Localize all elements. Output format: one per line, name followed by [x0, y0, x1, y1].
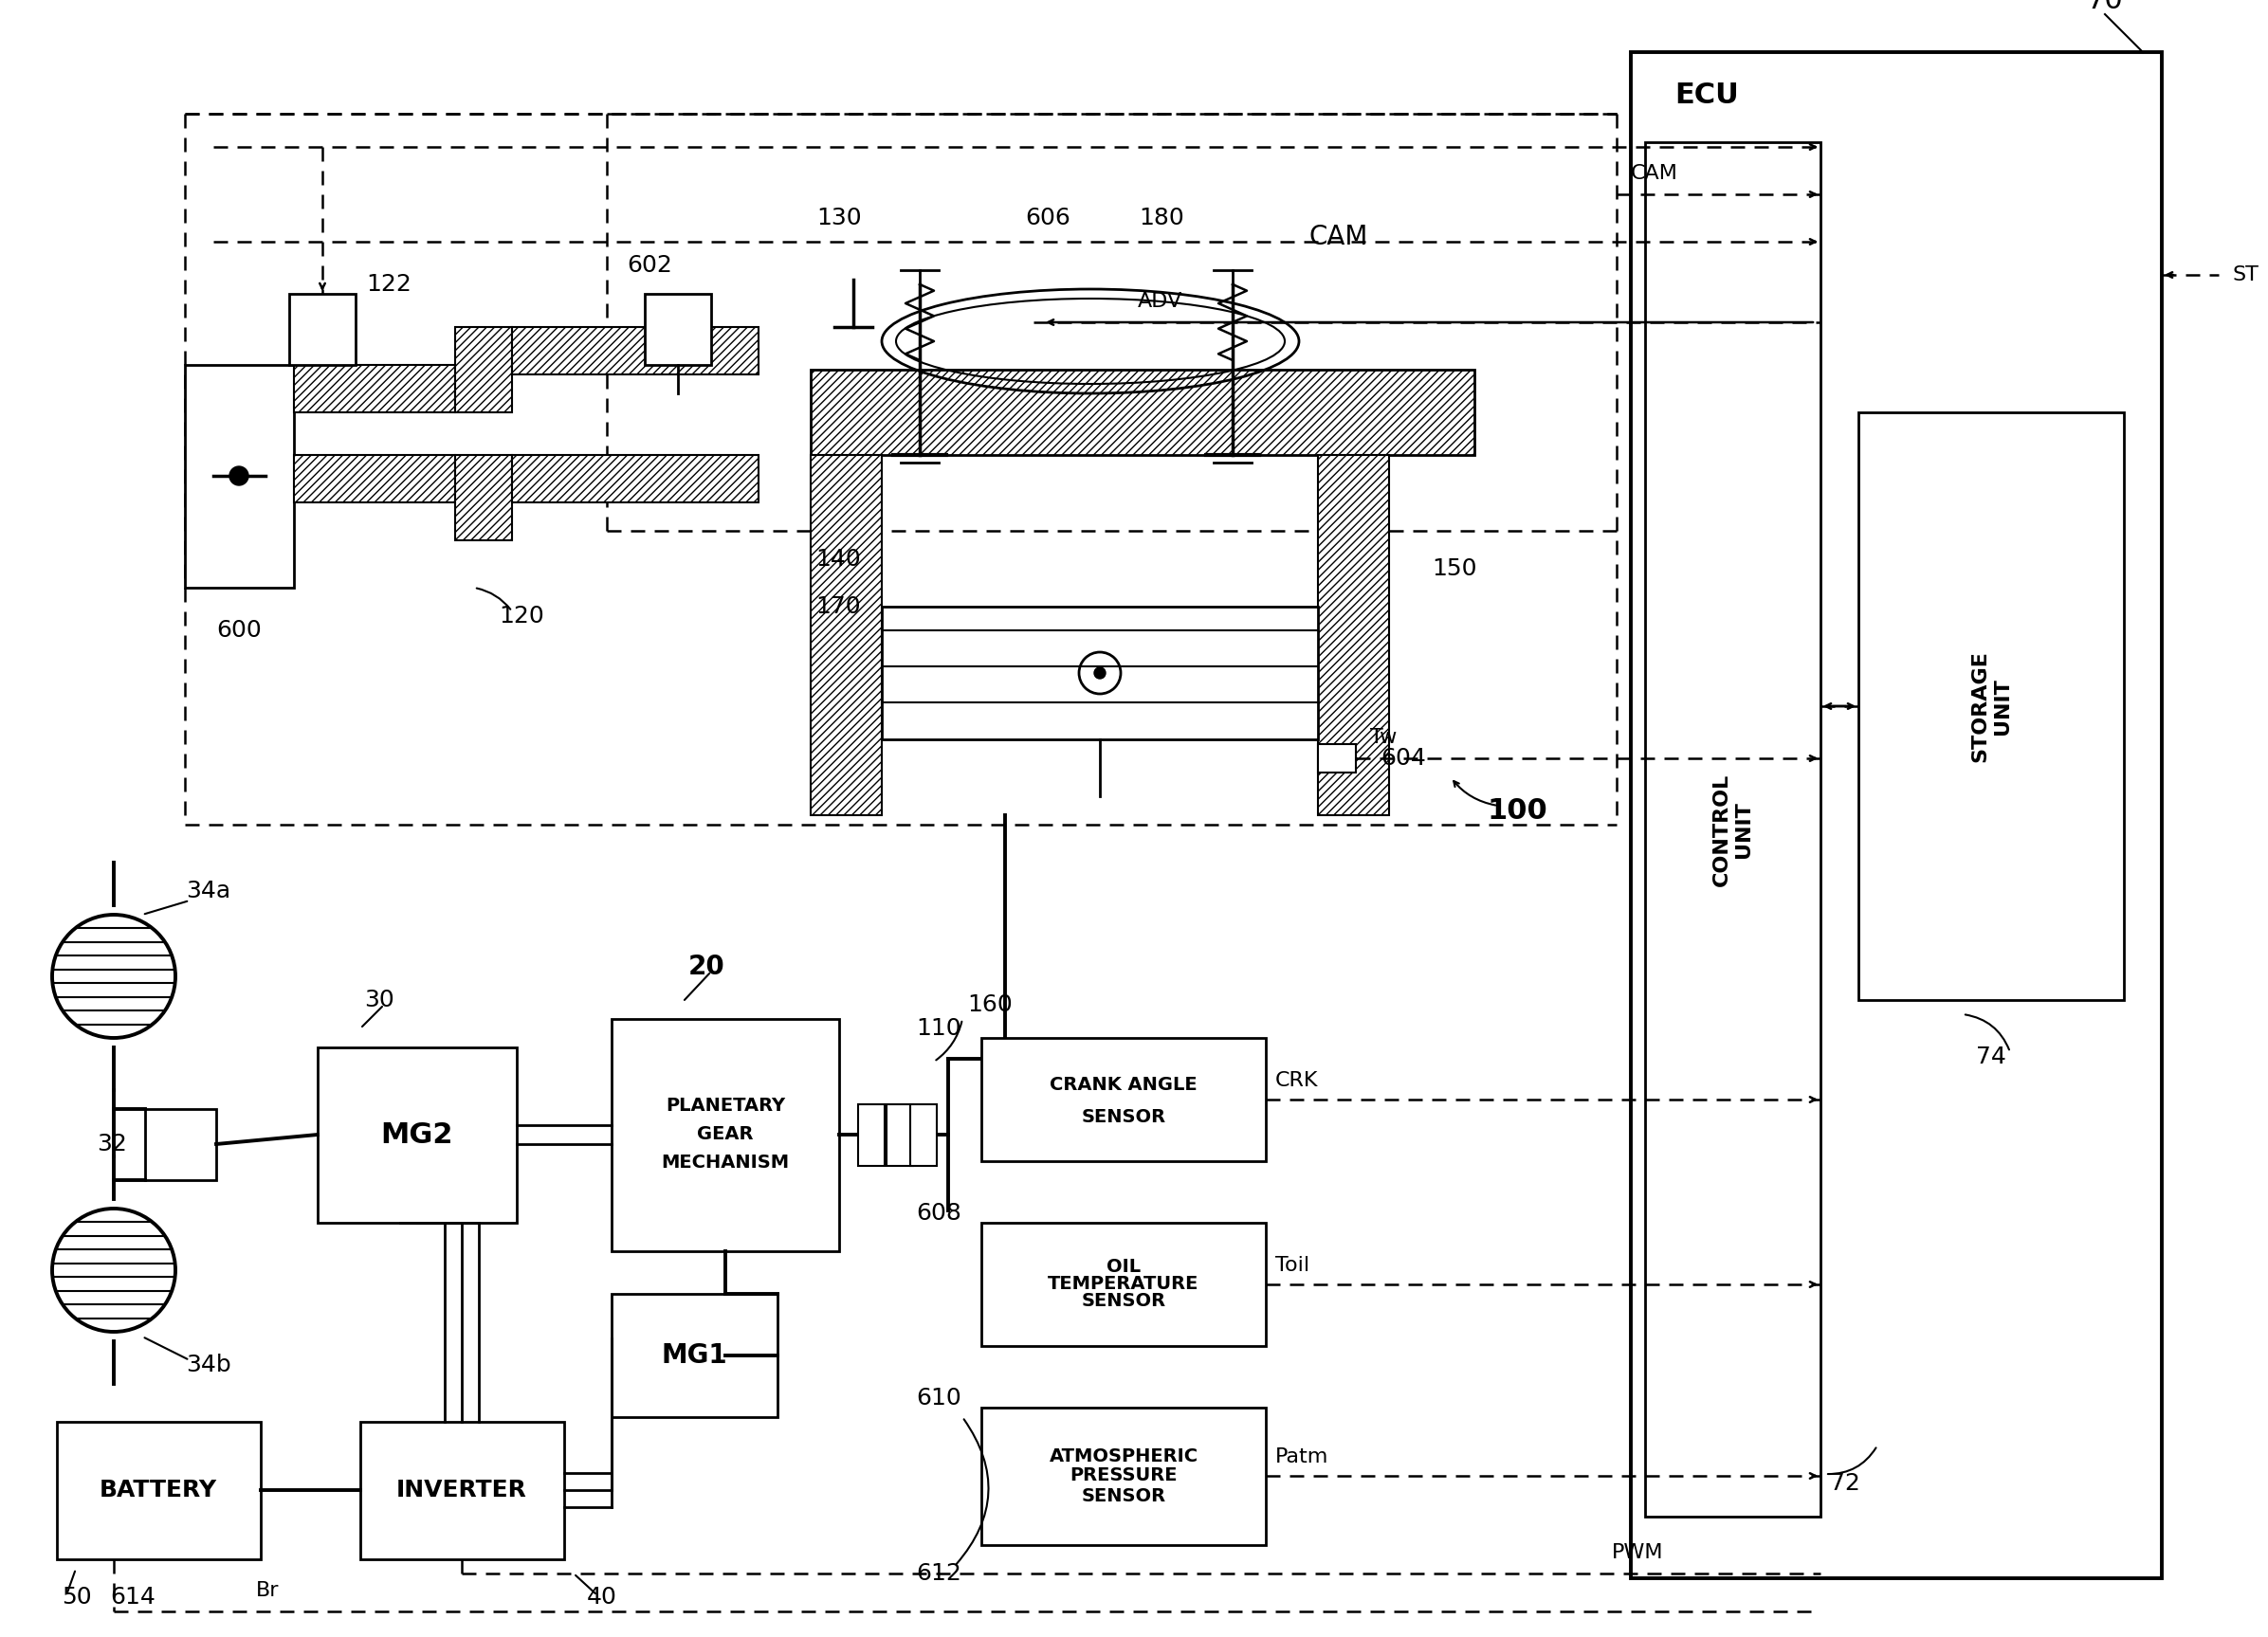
Text: PLANETARY: PLANETARY: [665, 1097, 785, 1115]
Bar: [810, 370, 1474, 455]
Text: MECHANISM: MECHANISM: [662, 1154, 789, 1172]
Bar: [1318, 745, 1356, 773]
Text: 40: 40: [587, 1586, 617, 1609]
Text: ADV: ADV: [1139, 291, 1182, 311]
Text: 140: 140: [816, 548, 860, 571]
Text: 32: 32: [98, 1133, 127, 1156]
Text: 100: 100: [1488, 797, 1547, 823]
Text: 170: 170: [816, 596, 860, 619]
Text: 606: 606: [1025, 206, 1070, 229]
Bar: [982, 1408, 1266, 1545]
Text: 130: 130: [816, 206, 862, 229]
Text: SENSOR: SENSOR: [1082, 1108, 1166, 1126]
Text: 30: 30: [365, 989, 395, 1012]
Text: 20: 20: [687, 954, 726, 981]
Text: PWM: PWM: [1613, 1544, 1662, 1562]
Text: 120: 120: [499, 604, 544, 627]
Text: 612: 612: [916, 1562, 962, 1585]
Text: Br: Br: [256, 1581, 279, 1599]
Bar: [513, 327, 758, 375]
Text: STORAGE
UNIT: STORAGE UNIT: [1971, 650, 2012, 763]
Text: MG2: MG2: [381, 1121, 454, 1149]
Text: 34b: 34b: [186, 1354, 231, 1377]
Text: TEMPERATURE: TEMPERATURE: [1048, 1275, 1200, 1293]
Text: SENSOR: SENSOR: [1082, 1488, 1166, 1506]
Bar: [982, 1038, 1266, 1161]
Bar: [1857, 413, 2123, 1000]
Text: 604: 604: [1381, 746, 1427, 769]
Bar: [887, 1105, 914, 1166]
Text: ATMOSPHERIC: ATMOSPHERIC: [1050, 1447, 1198, 1465]
Bar: [1631, 52, 2161, 1578]
Bar: [857, 1105, 885, 1166]
Text: 608: 608: [916, 1202, 962, 1224]
Text: Tw: Tw: [1370, 728, 1397, 746]
Bar: [1318, 455, 1388, 815]
Text: CAM: CAM: [1309, 224, 1368, 250]
Text: BATTERY: BATTERY: [100, 1478, 218, 1501]
Text: SENSOR: SENSOR: [1082, 1293, 1166, 1311]
Circle shape: [1093, 668, 1105, 679]
Text: GEAR: GEAR: [696, 1126, 753, 1144]
Bar: [612, 1018, 839, 1251]
Bar: [882, 607, 1318, 740]
Text: CRK: CRK: [1275, 1071, 1318, 1090]
Text: 72: 72: [1830, 1472, 1860, 1495]
Circle shape: [229, 467, 249, 485]
Bar: [810, 455, 882, 815]
Bar: [295, 365, 456, 413]
Bar: [1644, 142, 1821, 1516]
Text: 70: 70: [2087, 0, 2123, 13]
Text: 602: 602: [626, 254, 671, 277]
Text: INVERTER: INVERTER: [397, 1478, 526, 1501]
Text: 610: 610: [916, 1387, 962, 1409]
Text: 110: 110: [916, 1017, 962, 1039]
Text: CONTROL
UNIT: CONTROL UNIT: [1712, 773, 1753, 886]
Text: 614: 614: [111, 1586, 156, 1609]
Text: ECU: ECU: [1674, 82, 1740, 108]
Text: ST: ST: [2234, 265, 2259, 285]
Bar: [290, 295, 356, 365]
Bar: [456, 327, 513, 413]
Bar: [982, 1223, 1266, 1346]
Text: 34a: 34a: [186, 879, 231, 902]
Bar: [145, 1108, 215, 1180]
Bar: [513, 455, 758, 503]
Bar: [295, 455, 456, 503]
Bar: [361, 1423, 565, 1560]
Text: MG1: MG1: [660, 1342, 728, 1369]
Text: 122: 122: [365, 273, 411, 296]
Text: 50: 50: [61, 1586, 91, 1609]
Text: 74: 74: [1975, 1046, 2007, 1069]
Text: PRESSURE: PRESSURE: [1070, 1467, 1177, 1485]
Bar: [612, 1293, 778, 1418]
Text: Patm: Patm: [1275, 1447, 1329, 1467]
Text: CAM: CAM: [1631, 164, 1678, 183]
Text: 160: 160: [966, 994, 1012, 1017]
Text: 150: 150: [1431, 557, 1476, 579]
Bar: [909, 1105, 937, 1166]
Text: Toil: Toil: [1275, 1256, 1309, 1275]
Bar: [57, 1423, 261, 1560]
Text: 600: 600: [215, 619, 261, 642]
Text: OIL: OIL: [1107, 1259, 1141, 1277]
Text: 180: 180: [1139, 206, 1184, 229]
Bar: [644, 295, 712, 365]
Bar: [186, 365, 295, 588]
Bar: [318, 1048, 517, 1223]
Text: CRANK ANGLE: CRANK ANGLE: [1050, 1076, 1198, 1095]
Bar: [456, 455, 513, 540]
